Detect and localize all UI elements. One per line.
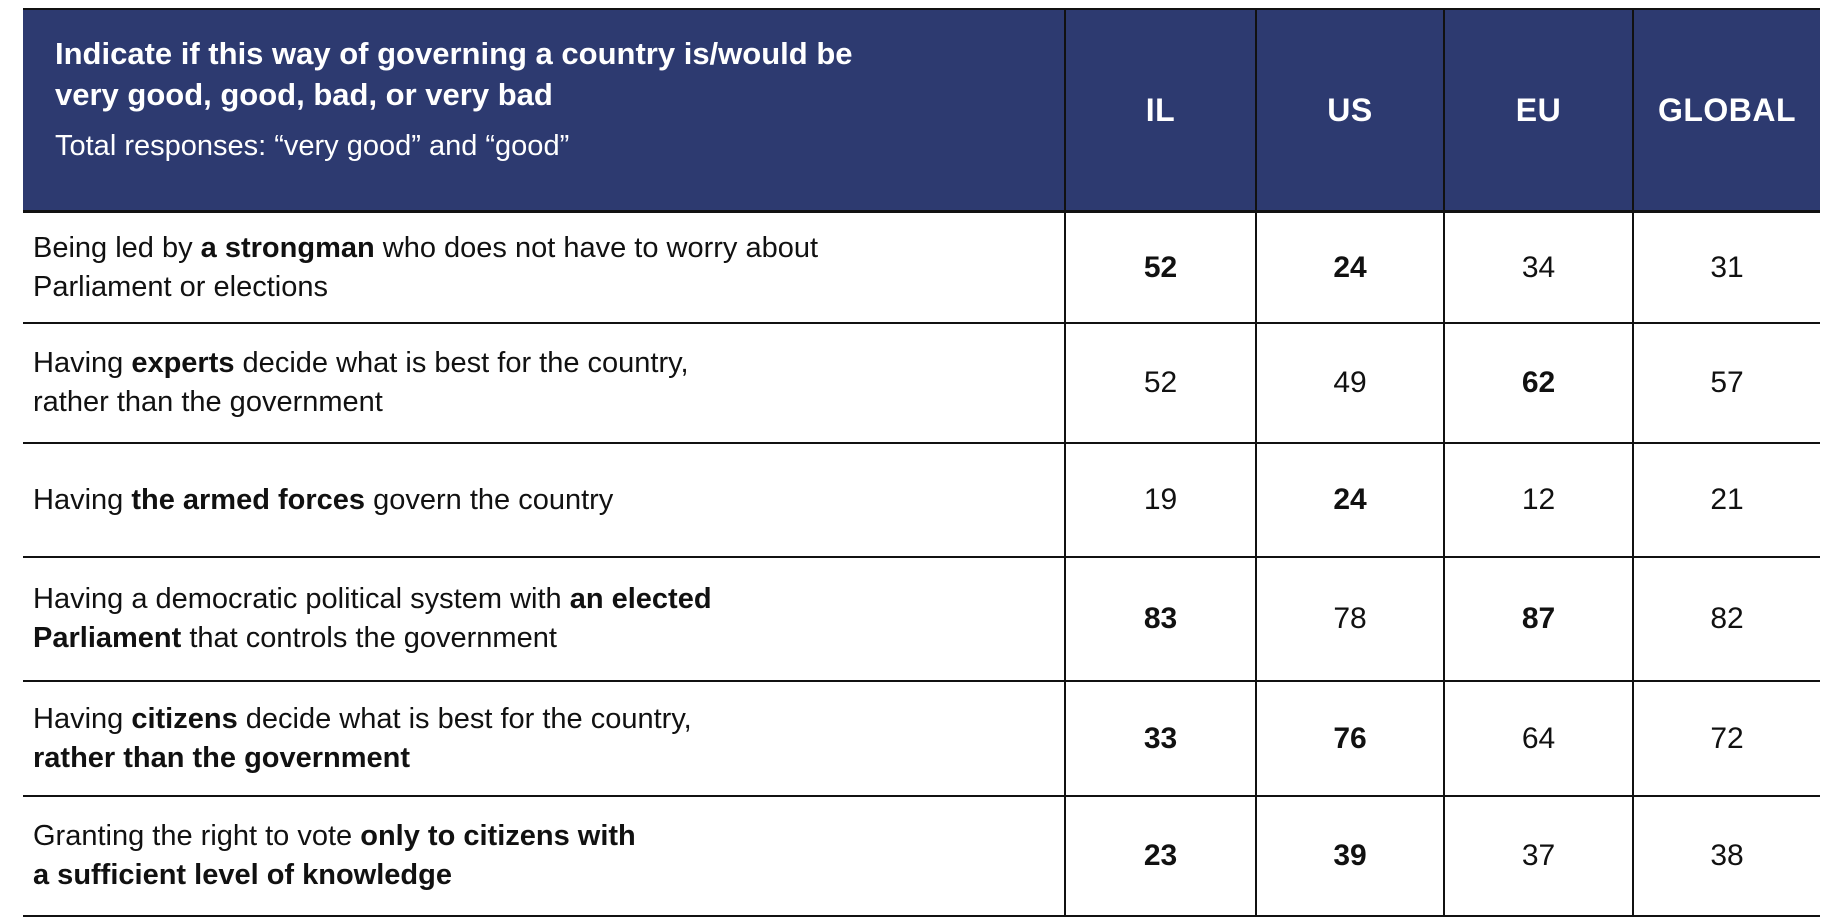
value-global: 31 <box>1632 213 1820 322</box>
question-segments: Having the armed forces govern the count… <box>33 481 613 520</box>
question-segment: a strongman <box>200 231 375 264</box>
question-segment: experts <box>131 347 235 380</box>
table-row: Having experts decide what is best for t… <box>23 324 1820 444</box>
value-il: 52 <box>1064 213 1255 322</box>
value-eu: 34 <box>1443 213 1632 322</box>
value-eu: 64 <box>1443 682 1632 795</box>
value-us: 39 <box>1255 797 1443 915</box>
value-global: 72 <box>1632 682 1820 795</box>
value-eu: 37 <box>1443 797 1632 915</box>
value-us: 49 <box>1255 324 1443 442</box>
question-segment: Being led by <box>33 231 201 264</box>
value-us: 76 <box>1255 682 1443 795</box>
table-title: Indicate if this way of governing a coun… <box>55 36 853 112</box>
column-header-il: IL <box>1064 10 1255 210</box>
table-row: Having a democratic political system wit… <box>23 558 1820 682</box>
question-text: Granting the right to vote only to citiz… <box>23 797 1064 915</box>
question-text: Having the armed forces govern the count… <box>23 444 1064 556</box>
table-row: Being led by a strongman who does not ha… <box>23 213 1820 324</box>
value-us: 78 <box>1255 558 1443 680</box>
value-eu: 12 <box>1443 444 1632 556</box>
column-header-global: GLOBAL <box>1632 10 1820 210</box>
question-segments: Being led by a strongman who does not ha… <box>33 229 818 306</box>
value-il: 23 <box>1064 797 1255 915</box>
value-il: 19 <box>1064 444 1255 556</box>
value-global: 21 <box>1632 444 1820 556</box>
question-segment: Having <box>33 347 132 380</box>
question-segment: Having a democratic political system wit… <box>33 583 570 616</box>
table-row: Granting the right to vote only to citiz… <box>23 797 1820 917</box>
value-global: 57 <box>1632 324 1820 442</box>
value-us: 24 <box>1255 213 1443 322</box>
table-header-row: Indicate if this way of governing a coun… <box>23 8 1820 213</box>
question-segments: Having experts decide what is best for t… <box>33 344 689 421</box>
question-segment: the armed forces <box>131 483 366 516</box>
value-eu: 87 <box>1443 558 1632 680</box>
column-header-us: US <box>1255 10 1443 210</box>
value-us: 24 <box>1255 444 1443 556</box>
table-row: Having citizens decide what is best for … <box>23 682 1820 797</box>
question-segments: Granting the right to vote only to citiz… <box>33 817 636 894</box>
question-segment: only to citizens with a sufficient level… <box>33 820 636 891</box>
value-global: 38 <box>1632 797 1820 915</box>
value-il: 83 <box>1064 558 1255 680</box>
question-segment: decide what is best for the country, <box>245 702 692 735</box>
question-segment: Having <box>33 483 132 516</box>
value-eu: 62 <box>1443 324 1632 442</box>
table-title-cell: Indicate if this way of governing a coun… <box>23 10 1064 210</box>
value-il: 33 <box>1064 682 1255 795</box>
question-segment: who does not have to worry about Parliam… <box>33 231 819 303</box>
table-row: Having the armed forces govern the count… <box>23 444 1820 558</box>
question-segment: an elected Parliament <box>33 583 712 654</box>
question-segments: Having a democratic political system wit… <box>33 580 712 657</box>
question-segment: decide what is best for the country, rat… <box>33 347 689 418</box>
question-text: Having experts decide what is best for t… <box>23 324 1064 442</box>
question-segments: Having citizens decide what is best for … <box>33 700 692 777</box>
question-segment: rather than the government <box>33 741 411 774</box>
question-text: Being led by a strongman who does not ha… <box>23 213 1064 322</box>
question-segment: that controls the government <box>181 622 557 654</box>
survey-table: Indicate if this way of governing a coun… <box>23 8 1820 917</box>
question-segment: govern the country <box>365 483 614 516</box>
question-segment: citizens <box>131 702 238 735</box>
question-text: Having citizens decide what is best for … <box>23 682 1064 795</box>
value-global: 82 <box>1632 558 1820 680</box>
value-il: 52 <box>1064 324 1255 442</box>
question-text: Having a democratic political system wit… <box>23 558 1064 680</box>
column-header-eu: EU <box>1443 10 1632 210</box>
question-segment: Having <box>33 702 132 735</box>
question-segment: Granting the right to vote <box>33 820 361 853</box>
table-subtitle: Total responses: “very good” and “good” <box>55 129 570 162</box>
table-body: Being led by a strongman who does not ha… <box>23 213 1820 917</box>
